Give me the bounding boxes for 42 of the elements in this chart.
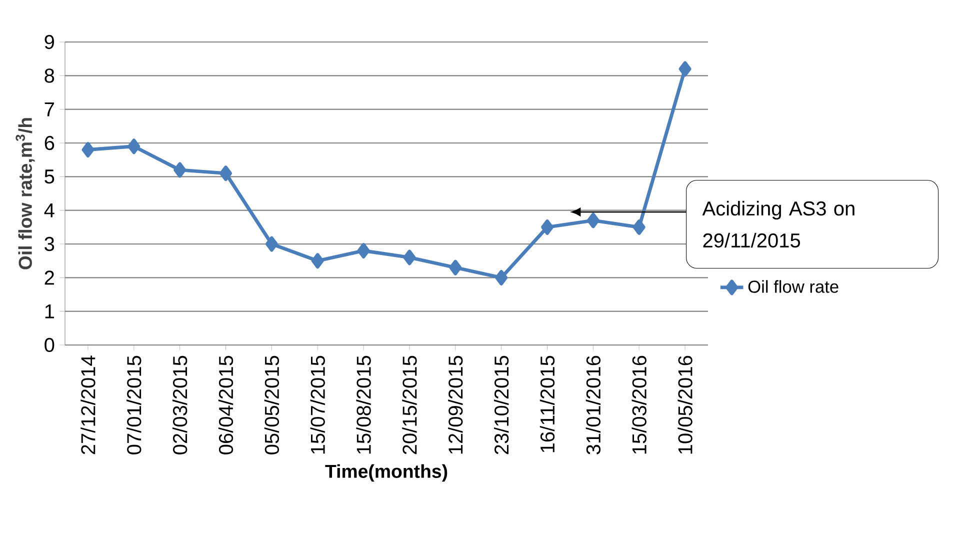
point bbox=[495, 270, 508, 286]
point bbox=[357, 242, 370, 258]
x-tick-label: 05/05/2015 bbox=[264, 356, 280, 454]
point bbox=[541, 219, 554, 235]
point bbox=[82, 142, 94, 158]
y-tick-label: 0 bbox=[44, 338, 54, 352]
y-tick-label: 5 bbox=[44, 170, 54, 184]
y-tick-label: 8 bbox=[44, 68, 54, 83]
x-tick-label: 06/04/2015 bbox=[218, 356, 234, 454]
point bbox=[174, 162, 186, 178]
y-tick-label: 1 bbox=[45, 304, 54, 318]
y-tick-label: 9 bbox=[44, 34, 54, 50]
point bbox=[678, 61, 692, 77]
x-tick-label: 02/03/2015 bbox=[172, 356, 188, 454]
y-axis-title: Oil flow rate,m$^{3}$/h bbox=[16, 118, 35, 270]
x-tick-label: 27/12/2014 bbox=[80, 356, 96, 454]
annotation: Acidizing AS3 on 29/11/2015 bbox=[702, 200, 854, 248]
x-tick-label: 15/08/2015 bbox=[356, 356, 371, 454]
point bbox=[632, 219, 646, 235]
point bbox=[311, 253, 324, 269]
y-tick-label: 2 bbox=[44, 270, 54, 285]
point bbox=[449, 260, 462, 276]
x-tick-label: 31/01/2016 bbox=[586, 356, 601, 454]
point bbox=[586, 212, 600, 228]
x-tick-label: 23/10/2015 bbox=[494, 356, 509, 454]
y-tick-label: 6 bbox=[44, 136, 54, 150]
legend-label: Oil flow rate bbox=[748, 280, 838, 293]
x-tick-label: 15/03/2016 bbox=[632, 356, 646, 454]
point bbox=[265, 236, 278, 252]
y-tick-label: 3 bbox=[44, 236, 54, 252]
x-tick-label: 15/07/2015 bbox=[310, 356, 325, 454]
y-tick-label: 4 bbox=[44, 203, 54, 218]
x-tick-label: 07/01/2015 bbox=[126, 356, 142, 454]
x-tick-label: 20/15/2015 bbox=[402, 356, 417, 454]
point bbox=[220, 166, 232, 182]
x-tick-label: 12/09/2015 bbox=[448, 356, 463, 454]
x-tick-label: 16/11/2015 bbox=[540, 356, 555, 452]
x-tick-label: 10/05/2016 bbox=[678, 356, 692, 454]
y-tick-label: 7 bbox=[44, 102, 54, 116]
x-axis-title: Time(months) bbox=[325, 464, 448, 482]
point bbox=[403, 250, 416, 266]
point bbox=[128, 138, 140, 154]
